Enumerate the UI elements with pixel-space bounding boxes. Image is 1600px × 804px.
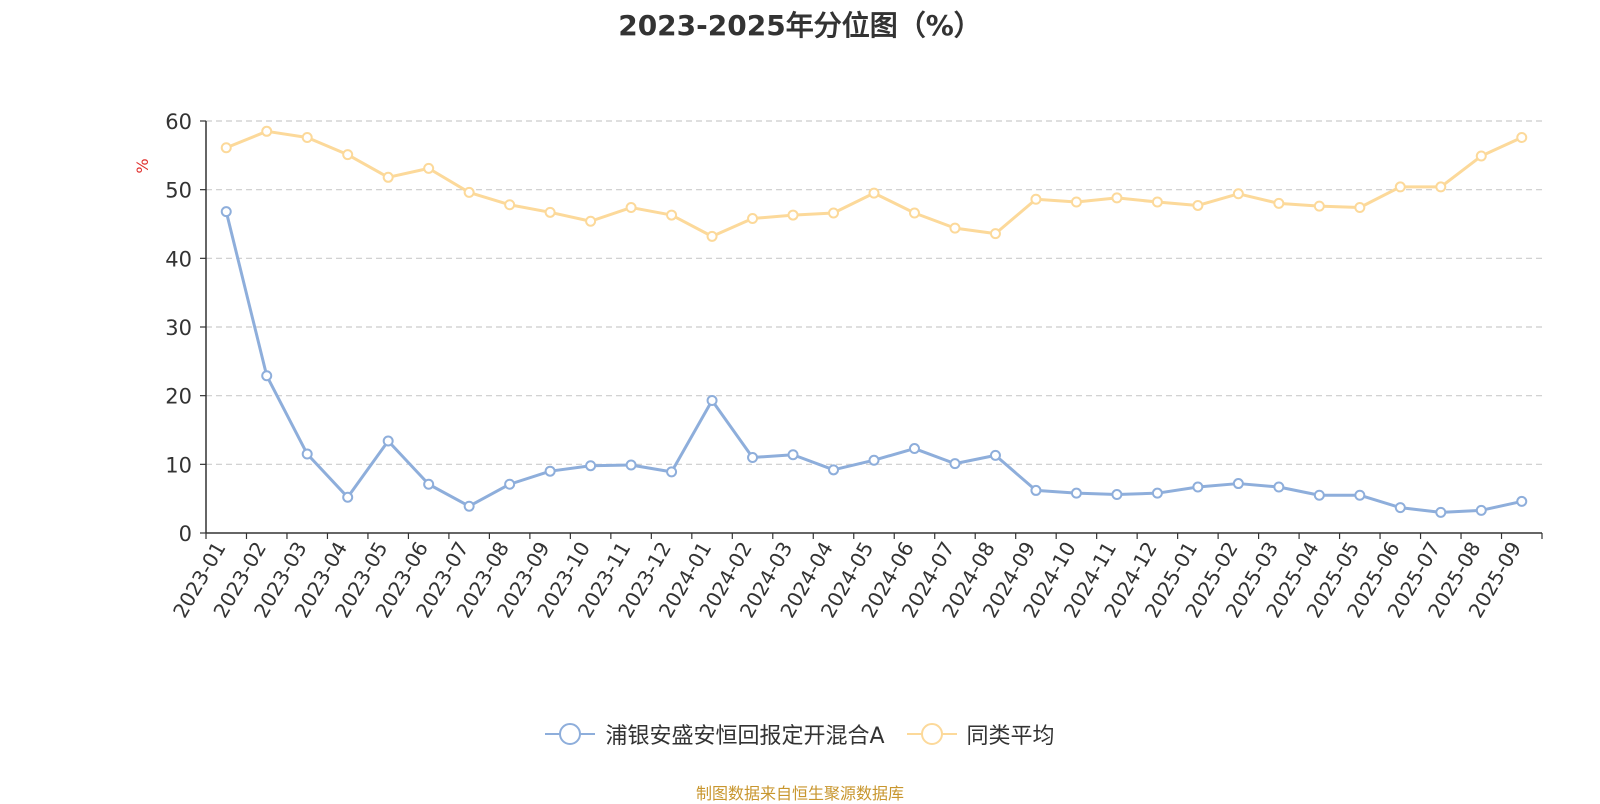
data-point-fund <box>544 465 556 477</box>
data-point-peer-average <box>706 230 718 242</box>
data-point-fund <box>949 458 961 470</box>
chart-title: 2023-2025年分位图（%） <box>618 9 982 42</box>
data-point-peer-average <box>747 213 759 225</box>
y-axis-label: % <box>133 158 152 173</box>
y-tick-label: 0 <box>179 522 192 546</box>
data-point-fund <box>868 454 880 466</box>
data-point-peer-average <box>342 149 354 161</box>
data-point-fund <box>261 370 273 382</box>
y-tick-label: 30 <box>165 316 192 340</box>
legend-item-peer-average[interactable]: 同类平均 <box>906 718 1055 750</box>
data-point-peer-average <box>989 228 1001 240</box>
data-point-peer-average <box>1394 181 1406 193</box>
data-point-peer-average <box>1192 199 1204 211</box>
data-point-peer-average <box>1435 181 1447 193</box>
legend-swatch-fund <box>545 722 596 746</box>
grid-lines <box>206 120 1542 465</box>
data-point-peer-average <box>868 187 880 199</box>
data-point-fund <box>1516 495 1528 507</box>
legend-item-fund[interactable]: 浦银安盛安恒回报定开混合A <box>545 718 885 750</box>
data-point-peer-average <box>1111 192 1123 204</box>
data-point-peer-average <box>1354 202 1366 214</box>
data-point-fund <box>220 206 232 218</box>
data-point-peer-average <box>1070 196 1082 208</box>
data-point-fund <box>463 500 475 512</box>
data-point-peer-average <box>1151 196 1163 208</box>
data-point-peer-average <box>423 162 435 174</box>
x-axis: 2023-012023-022023-032023-042023-052023-… <box>168 532 1543 622</box>
data-point-fund <box>1354 489 1366 501</box>
data-point-peer-average <box>585 215 597 227</box>
data-point-fund <box>585 460 597 472</box>
data-point-fund <box>908 443 920 455</box>
data-point-fund <box>706 394 718 406</box>
series-line-fund <box>224 210 1524 514</box>
data-point-fund <box>504 478 516 490</box>
y-tick-label: 40 <box>165 247 192 271</box>
data-point-fund <box>1435 506 1447 518</box>
series-group <box>220 125 1528 518</box>
data-point-peer-average <box>463 186 475 198</box>
y-axis: 0 10 20 30 40 50 60 <box>165 110 207 546</box>
data-point-fund <box>1192 481 1204 493</box>
data-point-peer-average <box>1475 150 1487 162</box>
data-point-peer-average <box>220 142 232 154</box>
data-point-peer-average <box>544 206 556 218</box>
data-point-peer-average <box>261 125 273 137</box>
y-tick-label: 60 <box>165 110 192 134</box>
y-tick-label: 20 <box>165 385 192 409</box>
data-point-fund <box>787 449 799 461</box>
data-point-peer-average <box>301 131 313 143</box>
data-point-peer-average <box>504 199 516 211</box>
legend-swatch-peer-average <box>906 722 957 746</box>
data-source-note: 制图数据来自恒生聚源数据库 <box>695 784 904 803</box>
data-point-peer-average <box>1030 193 1042 205</box>
data-point-fund <box>301 448 313 460</box>
data-point-fund <box>989 449 1001 461</box>
legend-label-peer-average: 同类平均 <box>966 724 1055 749</box>
data-point-fund <box>342 491 354 503</box>
data-point-peer-average <box>908 207 920 219</box>
data-point-fund <box>747 451 759 463</box>
data-point-fund <box>1475 504 1487 516</box>
series-line-peer-average <box>224 129 1524 238</box>
data-point-fund <box>1232 478 1244 490</box>
data-point-fund <box>1070 487 1082 499</box>
data-point-fund <box>1313 489 1325 501</box>
data-point-peer-average <box>1313 200 1325 212</box>
data-point-fund <box>1151 487 1163 499</box>
data-point-peer-average <box>787 209 799 221</box>
data-point-fund <box>625 459 637 471</box>
data-point-fund <box>666 466 678 478</box>
data-point-peer-average <box>1516 131 1528 143</box>
data-point-peer-average <box>1232 188 1244 200</box>
data-point-peer-average <box>625 202 637 214</box>
data-point-fund <box>1111 489 1123 501</box>
data-point-fund <box>382 435 394 447</box>
data-point-fund <box>423 478 435 490</box>
data-point-fund <box>1030 484 1042 496</box>
data-point-peer-average <box>666 209 678 221</box>
legend-label-fund: 浦银安盛安恒回报定开混合A <box>605 724 885 749</box>
data-point-fund <box>1273 481 1285 493</box>
data-point-peer-average <box>382 171 394 183</box>
data-point-peer-average <box>1273 197 1285 209</box>
data-point-peer-average <box>949 222 961 234</box>
y-tick-label: 10 <box>165 453 192 477</box>
data-point-peer-average <box>828 207 840 219</box>
data-point-fund <box>828 464 840 476</box>
y-tick-label: 50 <box>165 179 192 203</box>
legend: 浦银安盛安恒回报定开混合A 同类平均 <box>0 718 1600 750</box>
data-point-fund <box>1394 502 1406 514</box>
